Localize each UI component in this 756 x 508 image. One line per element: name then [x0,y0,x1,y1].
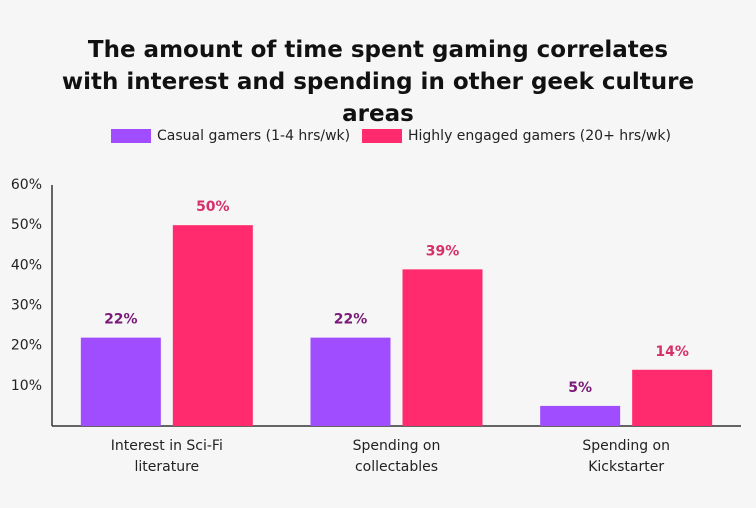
x-tick-label: Interest in Sci-Fi literature [110,438,223,475]
value-label: 39% [426,243,460,259]
y-tick-label: 60% [11,177,42,193]
bar [632,369,713,426]
bar [80,337,161,426]
value-label: 50% [196,199,230,215]
x-tick-label: Spending on collectables [352,438,441,475]
bar [172,225,253,426]
bar [402,269,483,426]
x-tick-label: Spending on Kickstarter [582,438,670,475]
bar [310,337,391,426]
y-tick-label: 20% [11,338,42,354]
y-tick-label: 50% [11,217,42,233]
y-tick-label: 10% [11,378,42,394]
y-tick-label: 40% [11,257,42,273]
bar [540,405,621,426]
value-label: 22% [334,312,368,328]
chart-title: The amount of time spent gaming correlat… [61,37,695,127]
y-tick-label: 30% [11,298,42,314]
value-label: 14% [655,344,689,360]
value-label: 22% [104,312,138,328]
legend-label: Casual gamers (1-4 hrs/wk) [157,128,350,144]
legend-swatch [111,129,151,143]
legend-swatch [362,129,402,143]
value-label: 5% [568,380,592,396]
legend-label: Highly engaged gamers (20+ hrs/wk) [408,128,671,144]
